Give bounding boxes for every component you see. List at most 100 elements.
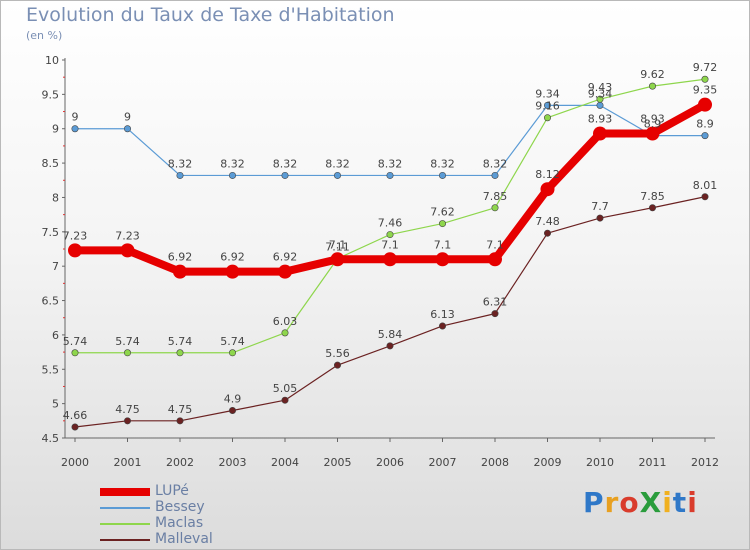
data-point xyxy=(596,101,604,109)
data-point xyxy=(386,231,394,239)
data-point xyxy=(176,171,184,179)
data-point xyxy=(648,204,656,212)
logo-letter: t xyxy=(672,486,688,519)
data-label: 7.23 xyxy=(115,229,140,242)
data-label: 8.32 xyxy=(168,157,193,170)
legend-swatch xyxy=(100,488,150,496)
data-label: 7.62 xyxy=(430,206,455,219)
data-label: 6.03 xyxy=(273,315,298,328)
legend-label: Bessey xyxy=(155,499,205,515)
data-label: 7.7 xyxy=(591,200,609,213)
data-point xyxy=(438,322,446,330)
x-tick-label: 2008 xyxy=(481,456,509,469)
data-label: 8.93 xyxy=(588,113,613,126)
data-label: 4.9 xyxy=(224,393,242,406)
data-label: 6.13 xyxy=(430,308,455,321)
data-label: 8.9 xyxy=(644,118,662,131)
data-point xyxy=(701,193,709,201)
data-label: 5.74 xyxy=(115,335,140,348)
data-label: 9 xyxy=(72,111,79,124)
y-tick-label: 9 xyxy=(52,123,59,136)
data-label: 5.74 xyxy=(63,335,88,348)
y-tick-label: 7 xyxy=(52,260,59,273)
data-point xyxy=(120,243,135,258)
data-point xyxy=(596,214,604,222)
data-point xyxy=(645,126,660,141)
logo-letter: i xyxy=(687,486,698,519)
legend-item-maclas: Maclas xyxy=(100,515,260,532)
data-point xyxy=(593,126,607,141)
x-tick-label: 2011 xyxy=(639,456,667,469)
x-tick-label: 2003 xyxy=(219,456,247,469)
data-label: 7.46 xyxy=(378,217,403,230)
data-label: 8.32 xyxy=(273,157,298,170)
data-label: 9.35 xyxy=(693,84,718,97)
data-point xyxy=(176,349,184,357)
data-label: 7.85 xyxy=(640,190,665,203)
proxiti-logo: ProXiti xyxy=(583,486,698,519)
legend-label: Malleval xyxy=(155,531,213,547)
logo-letter: i xyxy=(662,486,673,519)
data-point xyxy=(701,132,709,140)
legend-label: LUPé xyxy=(155,483,189,499)
data-point xyxy=(71,349,79,357)
data-label: 7.1 xyxy=(381,238,399,251)
data-point xyxy=(698,97,712,112)
x-tick-label: 2007 xyxy=(429,456,457,469)
data-point xyxy=(543,229,551,237)
data-point xyxy=(124,125,132,133)
legend-swatch xyxy=(100,539,150,541)
data-point xyxy=(281,329,289,337)
x-tick-label: 2005 xyxy=(324,456,352,469)
data-point xyxy=(386,342,394,350)
y-tick-label: 8.5 xyxy=(42,157,60,170)
y-tick-label: 6.5 xyxy=(42,295,60,308)
data-point xyxy=(333,361,341,369)
data-point xyxy=(438,220,446,228)
x-tick-label: 2004 xyxy=(271,456,299,469)
data-label: 9.72 xyxy=(693,61,718,74)
data-label: 5.56 xyxy=(325,347,350,360)
chart-title: Evolution du Taux de Taxe d'Habitation xyxy=(26,4,395,26)
data-point xyxy=(71,423,79,431)
data-point xyxy=(229,349,237,357)
data-label: 7.11 xyxy=(325,241,350,254)
logo-letter: P xyxy=(583,486,605,519)
data-point xyxy=(491,310,499,318)
data-label: 7.85 xyxy=(483,190,508,203)
data-label: 9.34 xyxy=(588,87,613,100)
y-tick-label: 5 xyxy=(52,398,59,411)
data-point xyxy=(701,75,709,83)
y-tick-label: 8 xyxy=(52,191,59,204)
chart-subtitle: (en %) xyxy=(26,29,63,42)
data-label: 8.32 xyxy=(430,157,455,170)
data-label: 8.32 xyxy=(325,157,350,170)
data-label: 9.16 xyxy=(535,100,560,113)
y-tick-label: 6 xyxy=(52,329,59,342)
y-tick-label: 4.5 xyxy=(42,432,60,445)
data-label: 8.93 xyxy=(640,113,665,126)
data-label: 8.32 xyxy=(220,157,245,170)
data-point xyxy=(438,171,446,179)
legend-swatch xyxy=(100,523,150,525)
y-tick-label: 10 xyxy=(45,54,59,67)
data-label: 8.01 xyxy=(693,179,718,192)
logo-letter: r xyxy=(604,486,620,519)
legend-item-bessey: Bessey xyxy=(100,499,260,516)
data-point xyxy=(543,101,551,109)
data-label: 9 xyxy=(124,111,131,124)
y-tick-label: 7.5 xyxy=(42,226,60,239)
data-point xyxy=(173,264,187,279)
data-label: 6.92 xyxy=(273,251,298,264)
data-point xyxy=(435,252,450,267)
data-label: 6.92 xyxy=(220,251,245,264)
data-label: 7.1 xyxy=(329,238,347,251)
data-point xyxy=(281,396,289,404)
legend-item-lupé: LUPé xyxy=(100,483,260,500)
data-label: 5.74 xyxy=(220,335,245,348)
data-point xyxy=(124,349,132,357)
data-point xyxy=(488,252,502,267)
data-label: 4.66 xyxy=(63,409,88,422)
x-tick-label: 2006 xyxy=(376,456,404,469)
data-label: 6.92 xyxy=(168,251,193,264)
